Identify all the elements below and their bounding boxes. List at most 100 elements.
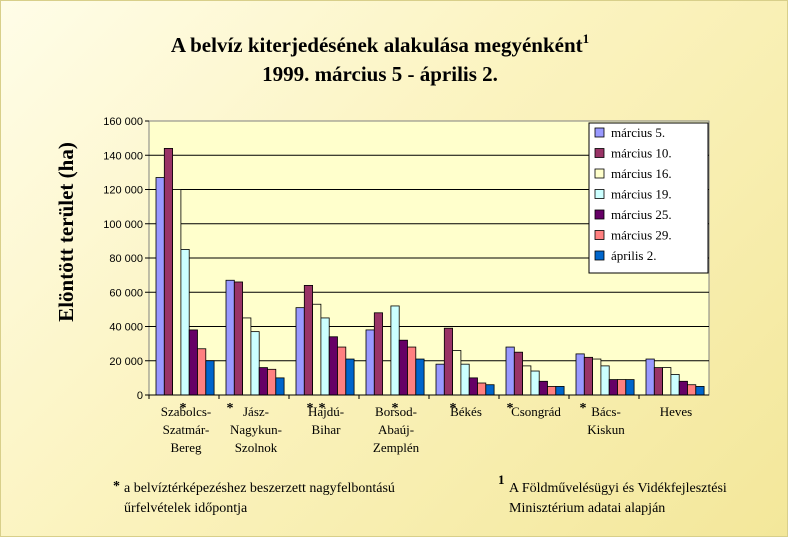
x-category-label: Zemplén bbox=[373, 440, 420, 455]
bar bbox=[608, 379, 618, 396]
bar bbox=[390, 305, 400, 396]
bar bbox=[373, 312, 383, 396]
legend-swatch bbox=[594, 209, 605, 220]
bar bbox=[555, 386, 565, 396]
chart-title: A belvíz kiterjedésének alakulása megyén… bbox=[171, 31, 589, 57]
bar bbox=[662, 367, 672, 396]
asterisk-marker: * bbox=[507, 401, 514, 416]
y-axis-ticks: 0 20 000 40 000 60 000 80 000 100 000 120 000 1… bbox=[103, 116, 149, 402]
asterisk-marker: * bbox=[227, 401, 234, 416]
x-category-label: Békés bbox=[450, 404, 482, 419]
x-category-label: Heves bbox=[660, 404, 693, 419]
legend-label: március 29. bbox=[611, 228, 672, 243]
y-tick-label: 100 000 bbox=[103, 219, 143, 231]
y-tick-label: 40 000 bbox=[109, 322, 143, 334]
bar bbox=[443, 327, 453, 396]
asterisk-marker: * bbox=[180, 401, 187, 416]
bar bbox=[530, 370, 540, 396]
bar bbox=[407, 346, 417, 396]
bar bbox=[600, 365, 610, 396]
legend-label: március 19. bbox=[611, 187, 672, 202]
x-axis-categories: Szabolcs- Szatmár- Bereg Jász- Nagykun- Szoln… bbox=[148, 395, 693, 455]
bar bbox=[337, 346, 347, 396]
bar bbox=[345, 358, 355, 396]
legend-swatch bbox=[594, 189, 605, 199]
note-left-marker: * bbox=[113, 479, 120, 494]
legend-label: március 25. bbox=[611, 207, 672, 222]
bar bbox=[435, 363, 445, 396]
bar bbox=[695, 386, 705, 396]
bar bbox=[155, 177, 165, 396]
legend: március 5. március 10. március 16. március … bbox=[588, 122, 709, 274]
note-right-line1: A Földművelésügyi és Vidékfejlesztési bbox=[509, 481, 727, 496]
bar bbox=[267, 368, 277, 396]
legend-swatch bbox=[594, 127, 605, 138]
legend-label: március 5. bbox=[611, 125, 665, 140]
bars bbox=[149, 147, 709, 396]
bar bbox=[645, 358, 655, 396]
asterisk-marker: * bbox=[307, 401, 314, 416]
y-axis-label: Elöntött terület (ha) bbox=[54, 142, 78, 322]
bar bbox=[415, 358, 425, 396]
x-category-label: Szabolcs- bbox=[161, 404, 212, 419]
x-category-label: Nagykun- bbox=[230, 422, 282, 437]
bar bbox=[398, 339, 408, 396]
x-category-label: Szatmár- bbox=[163, 422, 210, 437]
bar bbox=[328, 336, 338, 396]
bar bbox=[205, 360, 215, 396]
note-left-line1: a belvíztérképezéshez beszerzett nagyfel… bbox=[124, 481, 395, 496]
legend-swatch bbox=[594, 230, 605, 240]
legend-box bbox=[588, 122, 709, 274]
bar bbox=[250, 331, 260, 396]
x-category-label: Kiskun bbox=[587, 422, 625, 437]
x-category-label: Hajdú- bbox=[308, 404, 344, 419]
bar bbox=[468, 377, 478, 396]
bar bbox=[687, 384, 697, 396]
bar bbox=[303, 284, 313, 396]
y-tick-label: 20 000 bbox=[109, 356, 143, 368]
note-left-line2: űrfelvételek időpontja bbox=[124, 501, 248, 516]
bar bbox=[477, 382, 487, 396]
legend-label: április 2. bbox=[611, 248, 657, 263]
bar bbox=[312, 303, 322, 396]
bar bbox=[678, 380, 688, 396]
bar bbox=[625, 379, 635, 396]
bar bbox=[233, 281, 244, 396]
bar bbox=[452, 350, 462, 396]
asterisk-marker: * bbox=[392, 401, 399, 416]
x-category-label: Abaúj- bbox=[378, 422, 414, 437]
bar bbox=[547, 386, 557, 396]
bar bbox=[242, 317, 252, 396]
legend-swatch bbox=[594, 168, 605, 179]
bar bbox=[172, 189, 182, 396]
legend-swatch bbox=[594, 148, 605, 158]
y-tick-label: 160 000 bbox=[103, 116, 143, 128]
bar bbox=[225, 279, 235, 396]
bar bbox=[583, 356, 593, 396]
y-tick-label: 0 bbox=[137, 390, 143, 402]
bar bbox=[275, 377, 285, 396]
x-category-label: Borsod- bbox=[375, 404, 417, 419]
bar bbox=[538, 380, 548, 396]
bar bbox=[653, 367, 663, 396]
bar bbox=[197, 348, 207, 396]
asterisk-marker: * bbox=[450, 401, 457, 416]
x-category-label: Bács- bbox=[591, 404, 621, 419]
x-category-label: Bihar bbox=[312, 422, 342, 437]
bar bbox=[188, 329, 198, 396]
bar bbox=[505, 346, 515, 396]
chart-subtitle: 1999. március 5 - április 2. bbox=[262, 62, 498, 86]
bar bbox=[670, 374, 680, 396]
y-tick-label: 80 000 bbox=[109, 253, 143, 265]
asterisk-markers: * * * * * * * * bbox=[180, 401, 587, 416]
legend-label: március 10. bbox=[611, 146, 672, 161]
bar bbox=[163, 147, 174, 396]
bar bbox=[180, 249, 190, 396]
y-tick-label: 120 000 bbox=[103, 185, 143, 197]
asterisk-marker: * bbox=[580, 401, 587, 416]
bar bbox=[485, 384, 495, 396]
y-tick-label: 60 000 bbox=[109, 287, 143, 299]
bar bbox=[258, 367, 268, 396]
bar bbox=[295, 307, 305, 396]
